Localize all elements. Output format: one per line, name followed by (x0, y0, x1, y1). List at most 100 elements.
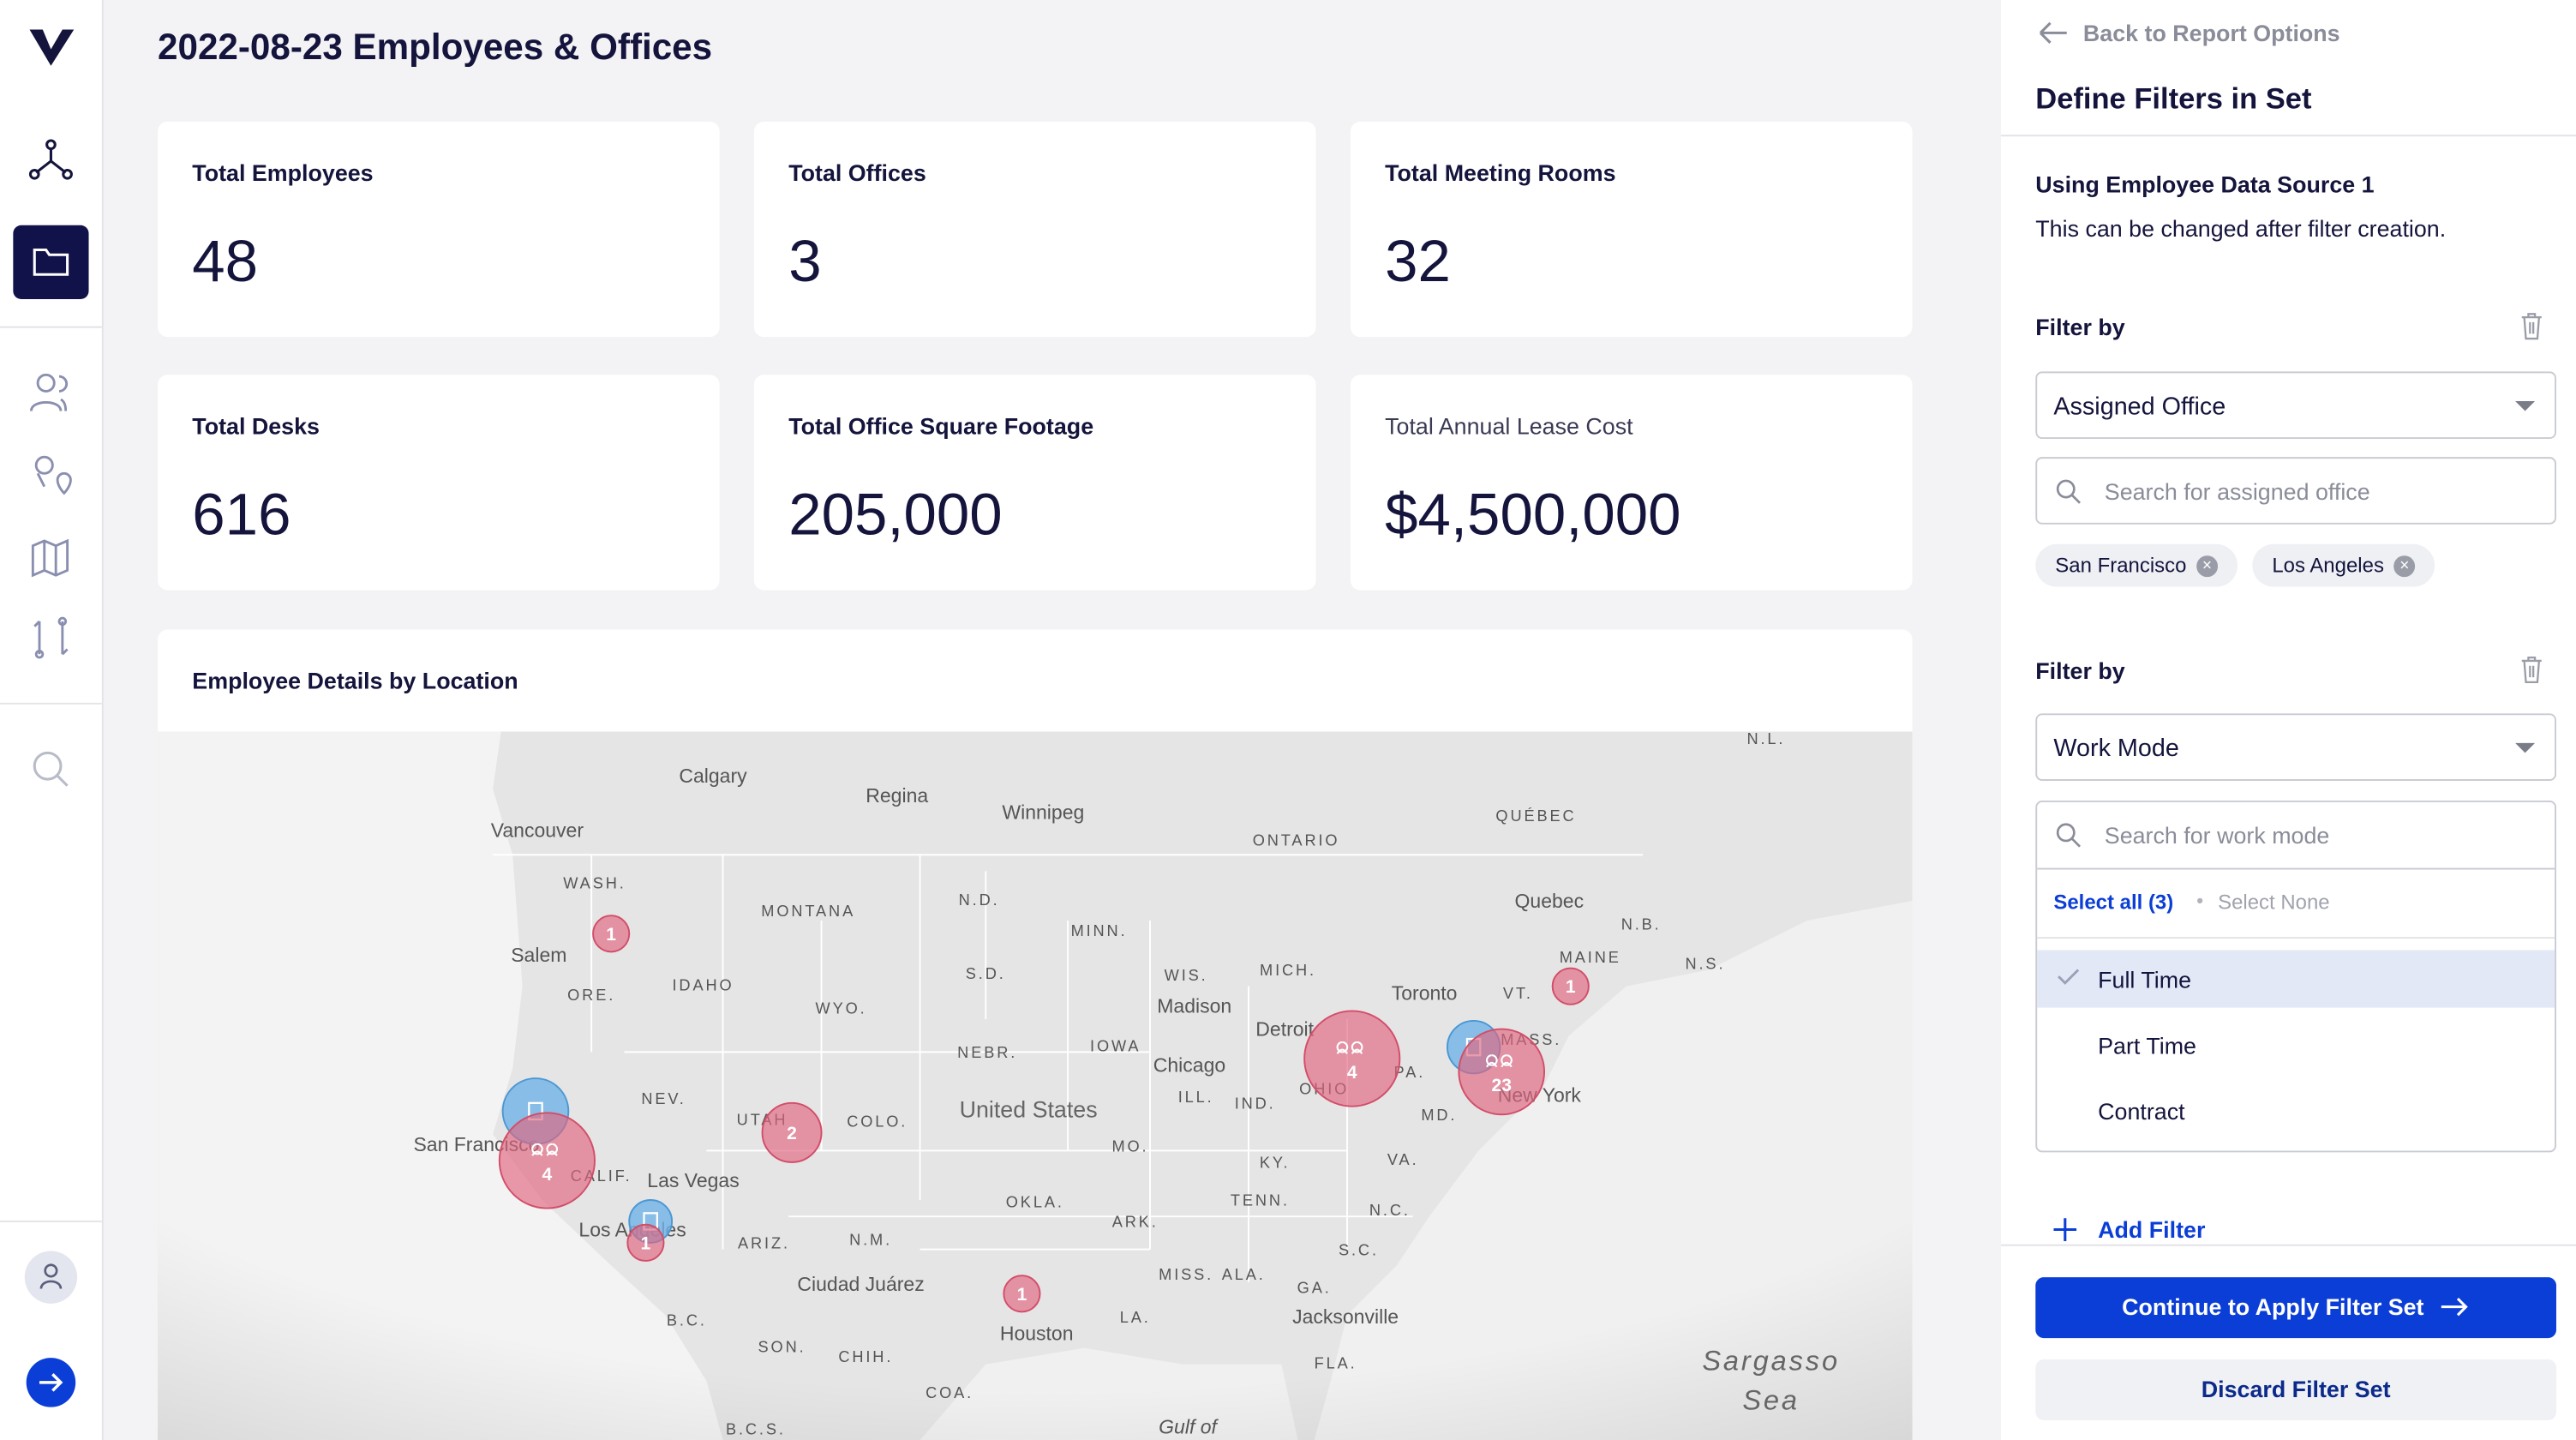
map-label: Gulf of (1159, 1416, 1219, 1438)
map-label: S.C. (1339, 1241, 1379, 1258)
select-all[interactable]: Select all (3) (2053, 891, 2174, 915)
map-label: ONTARIO (1253, 832, 1340, 849)
stat-card: Total Employees 48 (158, 121, 720, 338)
select-none[interactable]: Select None (2218, 891, 2330, 915)
nav-transfer[interactable] (33, 616, 69, 659)
field-select[interactable]: Work Mode (2035, 713, 2557, 781)
map-label: ILL. (1178, 1089, 1214, 1106)
map-label: Las Vegas (647, 1169, 739, 1191)
map-label: B.C. (667, 1312, 707, 1329)
employee-cluster (626, 1223, 665, 1262)
source-note: This can be changed after filter creatio… (2035, 215, 2447, 242)
vignette (158, 731, 1913, 1440)
delete-filter[interactable] (2520, 312, 2543, 340)
cluster-count: 1 (641, 1233, 651, 1253)
option[interactable]: Contract (2098, 1098, 2185, 1125)
map-label: Sea (1742, 1383, 1800, 1415)
map-label: WIS. (1165, 967, 1208, 984)
chip[interactable]: San Francisco × (2035, 543, 2238, 587)
map-label: Chicago (1153, 1054, 1225, 1077)
map-label: COLO. (847, 1113, 908, 1131)
employee-cluster (761, 1101, 823, 1163)
divider (2037, 937, 2555, 939)
discard-button[interactable]: Discard Filter Set (2035, 1359, 2557, 1420)
map-label: ALA. (1222, 1266, 1266, 1283)
chip[interactable]: Los Angeles × (2252, 543, 2435, 587)
map[interactable]: Calgary Regina Winnipeg Vancouver WASH. MONTA… (158, 731, 1913, 1440)
map-label: N.C. (1369, 1202, 1411, 1219)
map-label: FLA. (1315, 1355, 1357, 1372)
option[interactable]: Part Time (2098, 1032, 2196, 1059)
map-label: IND. (1235, 1095, 1276, 1113)
source: Using Employee Data Source 1 (2035, 171, 2375, 198)
map-label: CHIH. (838, 1348, 893, 1365)
search-placeholder[interactable]: Search for work mode (2104, 821, 2330, 849)
map-label: Winnipeg (1002, 801, 1084, 823)
map-label: COA. (926, 1384, 973, 1401)
logo (29, 29, 75, 66)
stat-card: Total Desks 616 (158, 375, 720, 591)
search-icon (2056, 479, 2081, 504)
employee-cluster (592, 915, 631, 953)
cluster-count: 1 (1017, 1285, 1027, 1305)
employee-cluster (1458, 1028, 1546, 1116)
stat-value: 32 (1385, 226, 1451, 295)
people-icon (1486, 1054, 1513, 1068)
back-arrow[interactable] (2037, 20, 2070, 46)
map-label: N.S. (1685, 956, 1725, 973)
map-label: TENN. (1231, 1192, 1290, 1209)
nav-search[interactable] (33, 751, 69, 787)
chip-remove[interactable]: × (2196, 555, 2218, 578)
chip-label: San Francisco (2055, 554, 2187, 578)
stat-card: Total Annual Lease Cost $4,500,000 (1350, 375, 1913, 591)
stat-value: 48 (192, 226, 259, 295)
map-title: Employee Details by Location (192, 667, 518, 694)
nav-folder-active[interactable] (13, 225, 89, 300)
apply-button[interactable]: Continue to Apply Filter Set (2035, 1277, 2557, 1339)
employee-cluster (498, 1112, 596, 1209)
cluster-count: 1 (606, 925, 616, 945)
stat-card: Total Meeting Rooms 32 (1350, 121, 1913, 338)
arrow-icon (39, 1373, 63, 1392)
map-label: Vancouver (491, 819, 584, 841)
stat-label: Total Desks (192, 412, 320, 440)
map-label: IOWA (1090, 1037, 1141, 1054)
filter-label: Filter by (2035, 314, 2125, 340)
map-label: VT. (1503, 985, 1533, 1002)
nav-people[interactable] (29, 373, 69, 411)
plus-icon (2053, 1218, 2077, 1241)
nav-network[interactable] (28, 139, 73, 180)
add-filter[interactable]: Add Filter (2098, 1216, 2206, 1243)
stat-value: $4,500,000 (1385, 479, 1681, 548)
panel-title: Define Filters in Set (2035, 81, 2312, 116)
nav-locations[interactable] (34, 455, 72, 495)
employee-cluster (1303, 1010, 1401, 1107)
delete-filter[interactable] (2520, 656, 2543, 684)
option[interactable]: Full Time (2098, 966, 2192, 993)
search-placeholder: Search for assigned office (2104, 478, 2370, 505)
option-list: Search for work mode Select all (3) • Se… (2035, 800, 2557, 1153)
separator-dot: • (2196, 889, 2204, 913)
map-label: Ciudad Juárez (797, 1273, 924, 1295)
divider (2001, 1244, 2576, 1246)
stat-label: Total Annual Lease Cost (1385, 412, 1633, 440)
map-label: MD. (1421, 1107, 1457, 1124)
dropdown-caret (2515, 742, 2536, 753)
check-icon (2058, 969, 2080, 985)
stat-label: Total Meeting Rooms (1385, 159, 1616, 186)
field-select[interactable]: Assigned Office (2035, 371, 2557, 440)
employee-cluster (1551, 967, 1590, 1005)
back-link[interactable]: Back to Report Options (2082, 20, 2340, 46)
search-box[interactable]: Search for assigned office (2035, 457, 2557, 525)
nav-map[interactable] (31, 538, 69, 578)
chip-remove[interactable]: × (2393, 555, 2416, 578)
map-label: ARK. (1112, 1214, 1159, 1231)
map-label: Sargasso (1702, 1344, 1840, 1376)
cluster-count: 4 (1347, 1063, 1357, 1083)
map-label: NEV. (641, 1090, 686, 1107)
map-label: Quebec (1515, 890, 1585, 912)
map-label: MINN. (1071, 922, 1128, 939)
map-label: Houston (1000, 1322, 1074, 1344)
